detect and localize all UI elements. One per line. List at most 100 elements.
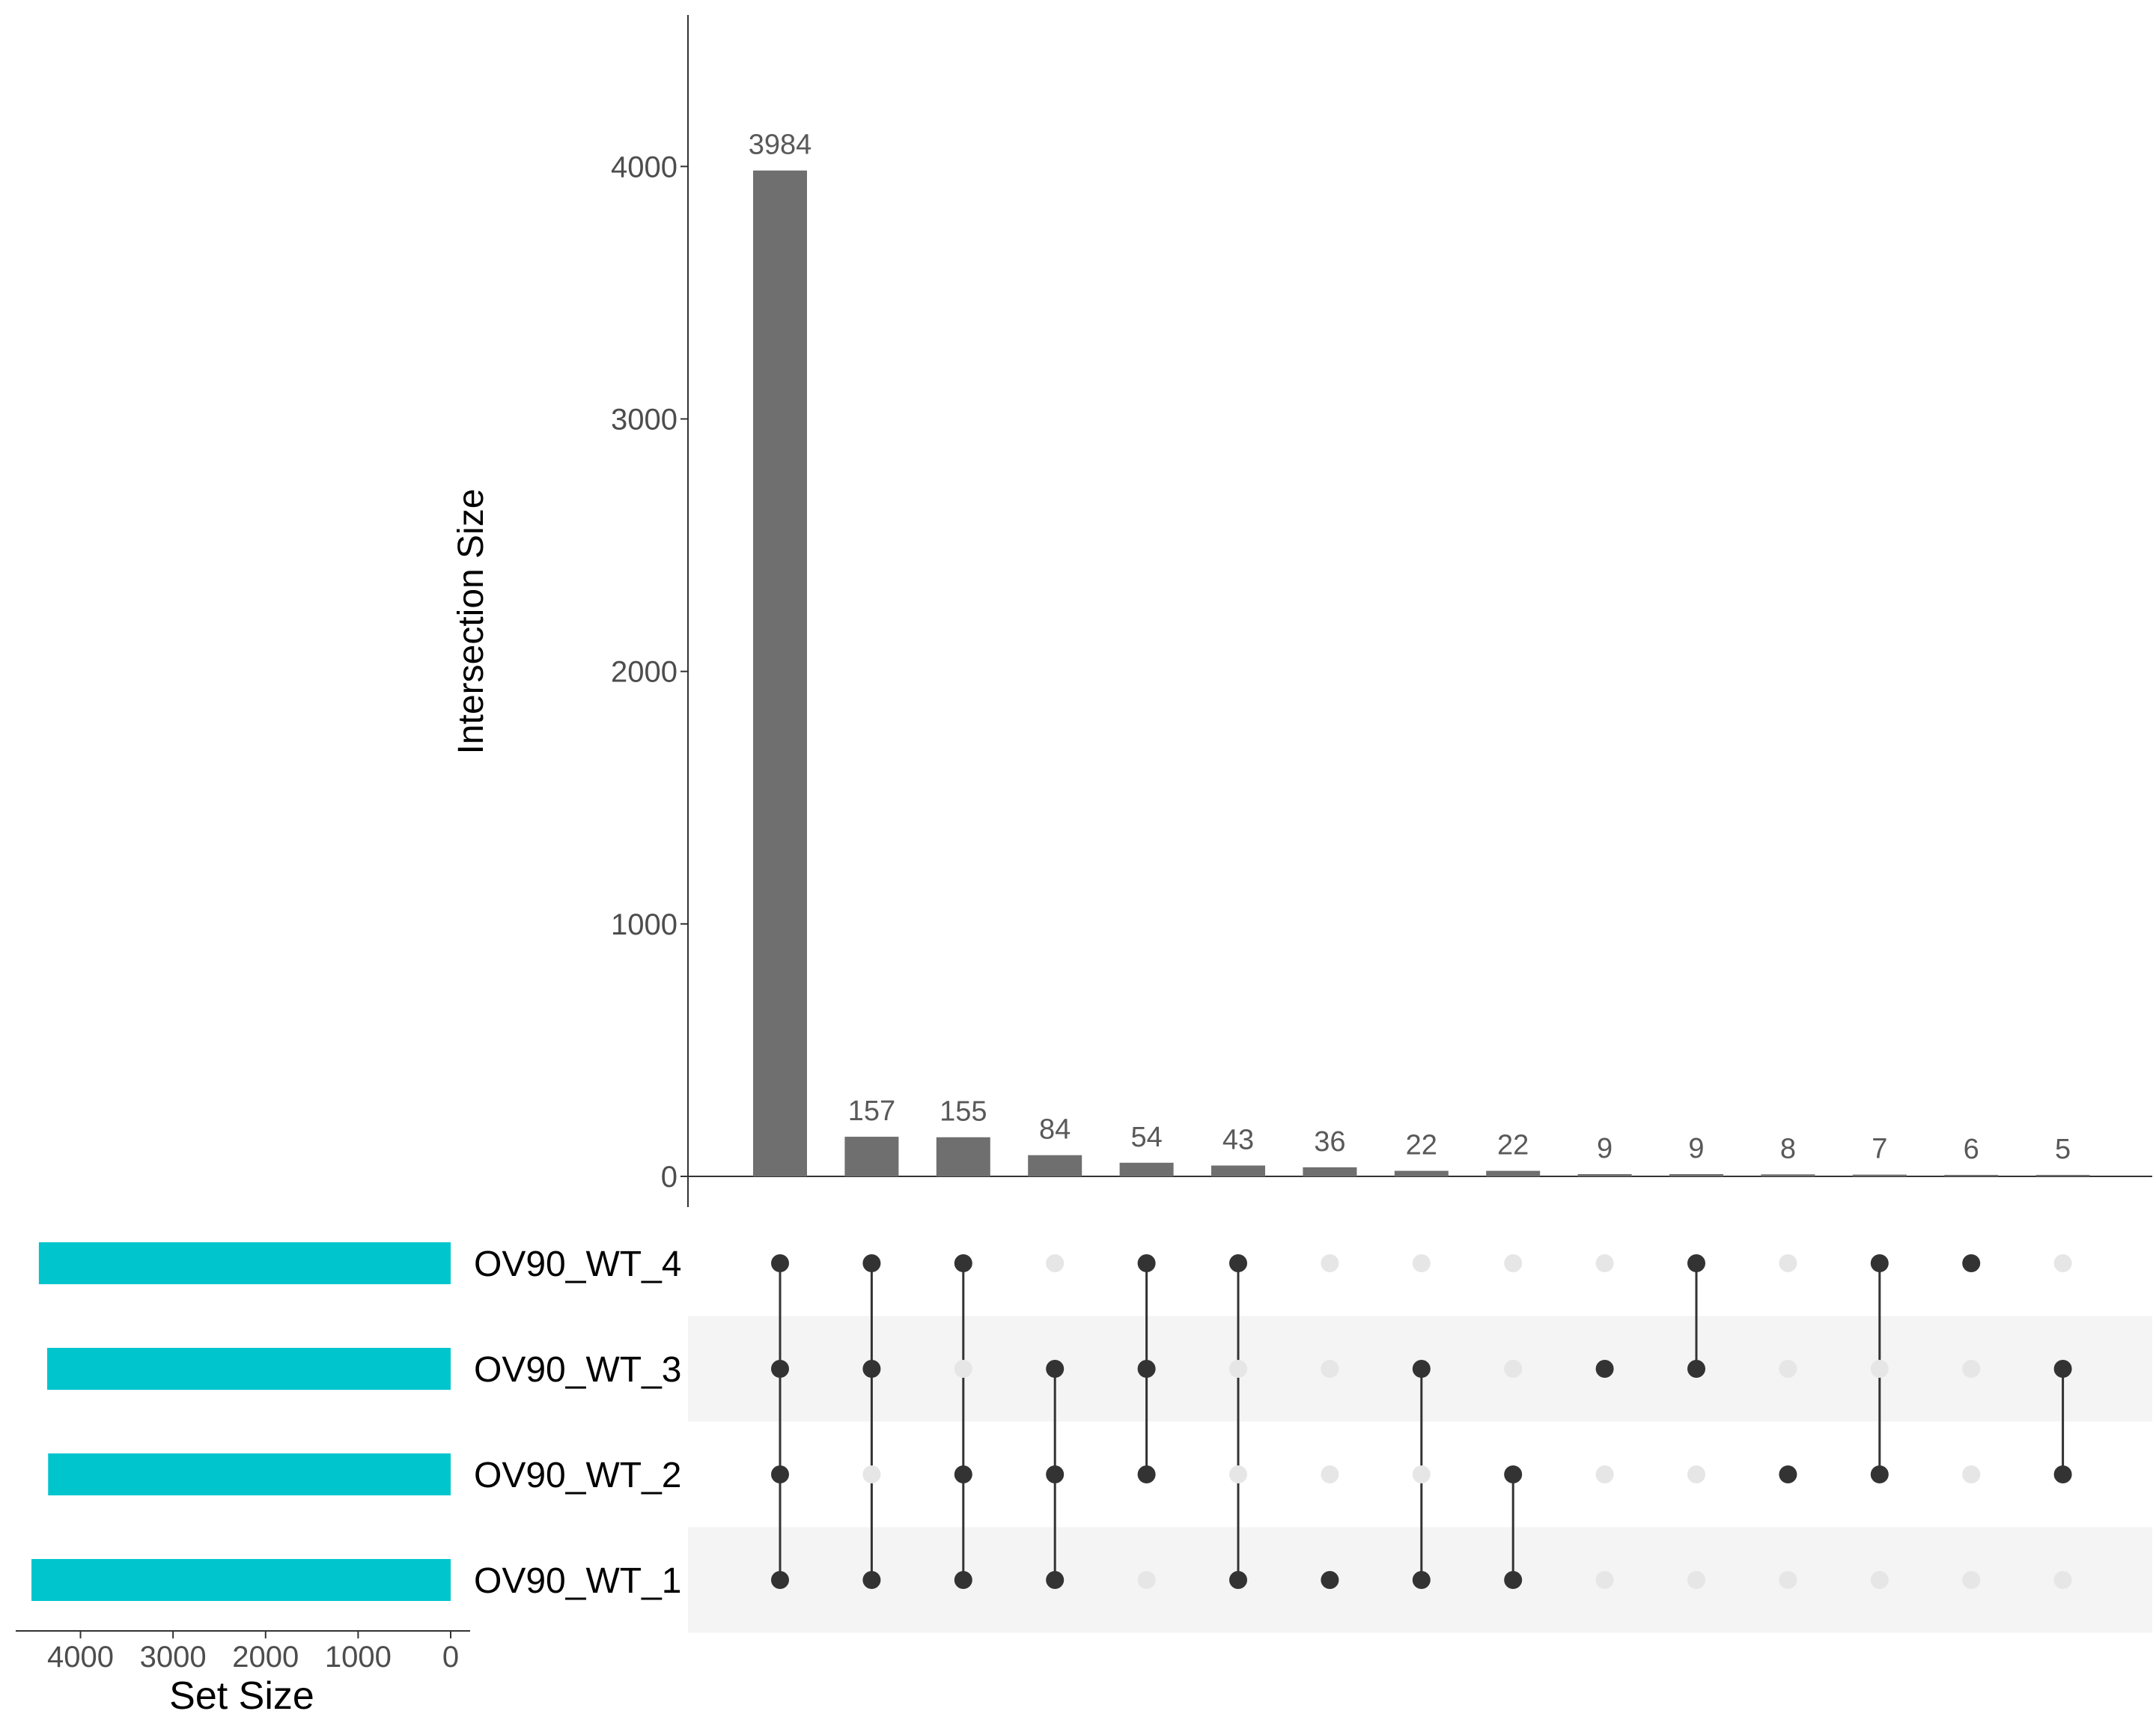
bar-data-label: 9 <box>1597 1133 1613 1164</box>
matrix-dot-inactive <box>1046 1254 1065 1272</box>
matrix-dot-inactive <box>2053 1254 2072 1272</box>
matrix-dot-active <box>954 1254 972 1272</box>
intersection-bar <box>936 1137 990 1176</box>
set-size-bar <box>48 1453 451 1495</box>
matrix-dot-inactive <box>954 1360 972 1378</box>
matrix-dot-inactive <box>1870 1360 1889 1378</box>
matrix-dot-active <box>771 1360 789 1378</box>
y-tick-label: 2000 <box>611 656 677 689</box>
matrix-dot-inactive <box>1229 1465 1247 1483</box>
matrix-dot-active <box>771 1254 789 1272</box>
matrix-dot-inactive <box>1870 1571 1889 1589</box>
set-size-tick-label: 3000 <box>140 1641 207 1674</box>
intersection-bar <box>2035 1175 2090 1176</box>
bar-data-label: 22 <box>1406 1130 1437 1161</box>
bar-data-label: 36 <box>1314 1126 1345 1158</box>
matrix-dot-inactive <box>1595 1571 1614 1589</box>
y-tick-label: 4000 <box>611 151 677 183</box>
intersection-bar <box>1211 1165 1265 1176</box>
matrix-dot-active <box>1595 1360 1614 1378</box>
bar-data-label: 9 <box>1688 1133 1704 1164</box>
intersection-bar <box>1303 1167 1357 1176</box>
matrix-dot-inactive <box>1962 1571 1981 1589</box>
matrix-dot-active <box>1687 1254 1705 1272</box>
y-tick-label: 1000 <box>611 908 677 941</box>
matrix-dot-inactive <box>1687 1465 1705 1483</box>
set-label: OV90_WT_1 <box>474 1561 681 1601</box>
set-label: OV90_WT_2 <box>474 1456 681 1495</box>
y-axis-title: Intersection Size <box>451 489 491 755</box>
matrix-dot-inactive <box>1412 1254 1431 1272</box>
intersection-bar <box>1486 1170 1541 1176</box>
matrix-dot-inactive <box>1504 1254 1523 1272</box>
matrix-dot-inactive <box>1779 1254 1797 1272</box>
matrix-dot-active <box>1504 1571 1523 1589</box>
bar-data-label: 157 <box>848 1096 895 1127</box>
matrix-dot-active <box>1687 1360 1705 1378</box>
matrix-dot-active <box>2053 1465 2072 1483</box>
matrix-dot-active <box>862 1360 881 1378</box>
intersection-bar <box>1761 1174 1815 1176</box>
matrix-dot-active <box>1046 1465 1065 1483</box>
matrix-dot-active <box>1870 1465 1889 1483</box>
matrix-dot-inactive <box>1687 1571 1705 1589</box>
matrix-dot-active <box>1046 1360 1065 1378</box>
matrix-dot-active <box>1137 1254 1156 1272</box>
set-size-bar <box>47 1348 451 1390</box>
bar-data-label: 54 <box>1130 1122 1162 1153</box>
matrix-dot-active <box>1962 1254 1981 1272</box>
intersection-bar <box>1944 1174 1999 1176</box>
matrix-dot-inactive <box>1962 1465 1981 1483</box>
bar-data-label: 8 <box>1780 1133 1796 1164</box>
intersection-bar <box>844 1137 899 1176</box>
matrix-dot-active <box>1504 1465 1523 1483</box>
intersection-bar <box>1577 1173 1632 1176</box>
bar-data-label: 7 <box>1872 1134 1887 1165</box>
intersection-bar <box>1394 1170 1449 1176</box>
intersection-bar <box>753 170 807 1177</box>
intersection-bar <box>1119 1162 1174 1176</box>
matrix-dot-inactive <box>1229 1360 1247 1378</box>
matrix-dot-active <box>862 1254 881 1272</box>
matrix-dot-inactive <box>1779 1571 1797 1589</box>
set-label: OV90_WT_3 <box>474 1350 681 1390</box>
matrix-dot-inactive <box>862 1465 881 1483</box>
bar-data-label: 22 <box>1497 1130 1529 1161</box>
matrix-dot-inactive <box>1962 1360 1981 1378</box>
intersection-bar <box>1028 1155 1082 1176</box>
matrix-dot-active <box>1137 1360 1156 1378</box>
matrix-dot-inactive <box>1321 1254 1339 1272</box>
matrix-dot-active <box>1412 1571 1431 1589</box>
matrix-dot-active <box>1046 1571 1065 1589</box>
matrix-dot-active <box>1229 1254 1247 1272</box>
matrix-dot-active <box>1321 1571 1339 1589</box>
matrix-dot-active <box>954 1465 972 1483</box>
matrix-dot-active <box>1779 1465 1797 1483</box>
matrix-dot-active <box>2053 1360 2072 1378</box>
bar-data-label: 43 <box>1222 1125 1254 1156</box>
matrix-dot-inactive <box>2053 1571 2072 1589</box>
matrix-dot-inactive <box>1137 1571 1156 1589</box>
matrix-dot-active <box>771 1571 789 1589</box>
matrix-dot-inactive <box>1595 1254 1614 1272</box>
matrix-dot-active <box>1870 1254 1889 1272</box>
bar-data-label: 6 <box>1964 1134 1979 1165</box>
matrix-dot-inactive <box>1321 1465 1339 1483</box>
set-size-bar <box>31 1559 451 1601</box>
matrix-dot-active <box>954 1571 972 1589</box>
bar-data-label: 84 <box>1039 1114 1071 1146</box>
matrix-dot-inactive <box>1595 1465 1614 1483</box>
set-size-tick-label: 1000 <box>325 1641 392 1674</box>
matrix-dot-active <box>1137 1465 1156 1483</box>
bar-data-label: 155 <box>940 1096 987 1128</box>
intersection-bar <box>1852 1174 1907 1176</box>
set-size-tick-label: 0 <box>442 1641 459 1674</box>
set-size-tick-label: 4000 <box>47 1641 114 1674</box>
set-size-bar <box>38 1242 451 1284</box>
matrix-dot-inactive <box>1321 1360 1339 1378</box>
matrix-dot-inactive <box>1412 1465 1431 1483</box>
matrix-dot-active <box>862 1571 881 1589</box>
intersection-bar <box>1669 1173 1723 1176</box>
